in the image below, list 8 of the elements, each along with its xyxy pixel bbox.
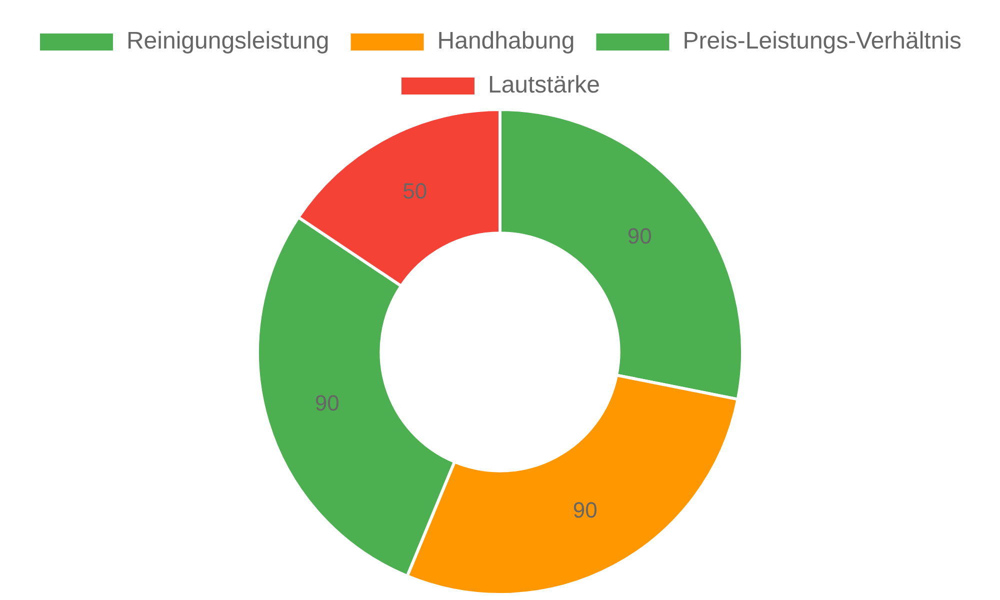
legend-label: Preis-Leistungs-Verhältnis (682, 28, 962, 55)
data-label: 90 (627, 223, 652, 248)
legend-label: Lautstärke (488, 72, 600, 99)
data-label: 90 (572, 497, 598, 522)
legend-label: Reinigungsleistung (126, 28, 330, 55)
data-label: 50 (402, 178, 428, 204)
data-label: 90 (314, 390, 340, 416)
legend-label: Handhabung (437, 28, 575, 55)
